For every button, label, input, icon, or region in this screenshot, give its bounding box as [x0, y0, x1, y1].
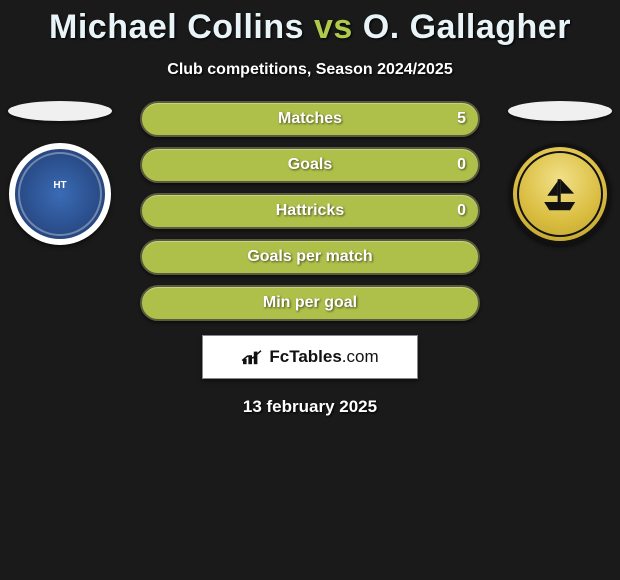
stat-value-right: 0 [443, 147, 480, 183]
stat-row: Matches5 [140, 101, 480, 137]
stat-value-right: 5 [443, 101, 480, 137]
watermark-text: FcTables.com [269, 347, 378, 367]
player2-name: O. Gallagher [363, 8, 571, 46]
ship-icon [539, 173, 580, 214]
watermark-brand: FcTables [269, 347, 341, 366]
player1-photo-placeholder [8, 101, 112, 121]
left-badge-monogram: HT [15, 180, 105, 191]
stat-label: Min per goal [140, 285, 480, 321]
stat-rows: Matches5Goals0Hattricks0Goals per matchM… [140, 101, 480, 321]
comparison-title: Michael Collins vs O. Gallagher [0, 0, 620, 47]
stat-label: Goals per match [140, 239, 480, 275]
right-club-badge [509, 143, 611, 245]
right-club-column [500, 101, 620, 245]
chart-icon [241, 348, 263, 366]
vs-label: vs [314, 8, 353, 46]
left-club-badge: HT [9, 143, 111, 245]
stat-label: Hattricks [140, 193, 480, 229]
stat-value-right: 0 [443, 193, 480, 229]
stat-label: Matches [140, 101, 480, 137]
watermark-domain: .com [342, 347, 379, 366]
stat-row: Goals0 [140, 147, 480, 183]
stat-row: Min per goal [140, 285, 480, 321]
date-label: 13 february 2025 [0, 397, 620, 417]
stat-row: Goals per match [140, 239, 480, 275]
subtitle: Club competitions, Season 2024/2025 [0, 61, 620, 79]
stat-row: Hattricks0 [140, 193, 480, 229]
left-club-column: HT [0, 101, 120, 245]
player2-photo-placeholder [508, 101, 612, 121]
stat-label: Goals [140, 147, 480, 183]
player1-name: Michael Collins [49, 8, 304, 46]
watermark-box: FcTables.com [202, 335, 418, 379]
main-content: HT Matches5Goals0Hattricks0Goals per mat… [0, 101, 620, 417]
